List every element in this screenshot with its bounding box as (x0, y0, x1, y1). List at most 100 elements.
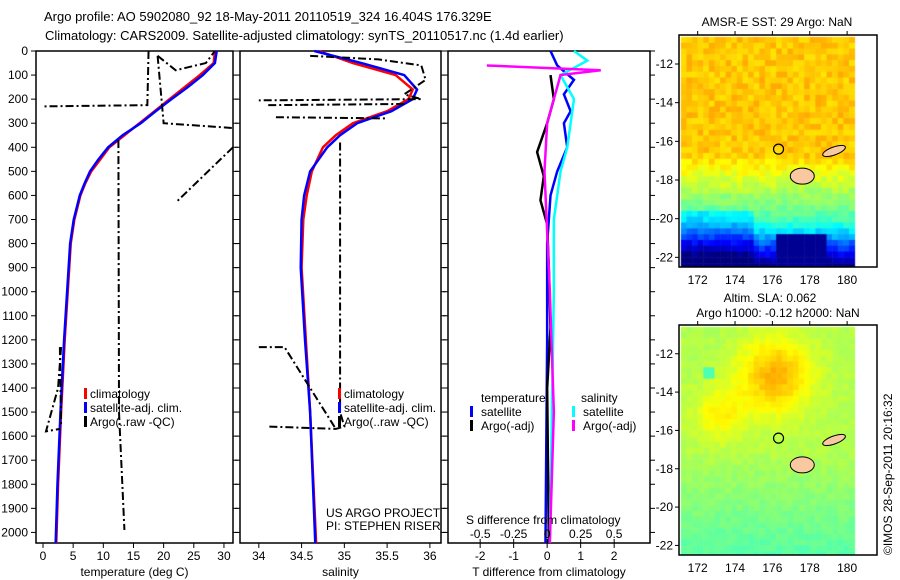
x2-axis-label: S difference from climatology (466, 513, 621, 527)
x-axis-label: T difference from climatology (472, 565, 626, 579)
series-line-satellite-adj-clim- (54, 50, 218, 544)
y-tick-label: 2000 (1, 525, 28, 539)
plot-frame (239, 50, 442, 544)
series-line-climatology (300, 49, 415, 544)
series-line-argo-raw-qc- (117, 140, 126, 531)
legend-swatch (338, 416, 341, 427)
plot-frame (447, 50, 651, 544)
legend-label: Argo(-adj) (481, 419, 534, 433)
x-axis-label: temperature (deg C) (80, 565, 188, 579)
legend-label: climatology (90, 387, 150, 401)
x-tick-label: 34 (252, 549, 266, 563)
series-line-argo-raw-qc- (267, 142, 346, 430)
y-tick-label: 600 (8, 188, 28, 202)
series-line-argo-raw-qc- (44, 346, 63, 433)
series-line-s-satellite (548, 49, 590, 544)
panel-temperature: 0 5 10 15 20 25 30 temperature (deg C) 0 100 200 30… (1, 44, 238, 579)
legend-swatch (338, 402, 341, 413)
x2-tick-label: -0.5 (470, 527, 491, 541)
series-line-argo-raw-qc- (175, 146, 234, 204)
credit-pi: PI: STEPHEN RISER (326, 519, 441, 533)
legend-swatch (572, 420, 575, 431)
y-tick-label: 300 (8, 116, 28, 130)
legend-label: Argo(..raw -QC) (344, 415, 429, 429)
legend-label: satellite (481, 405, 522, 419)
y-tick-label: 400 (8, 140, 28, 154)
y-tick-label: 1600 (1, 429, 28, 443)
x-tick-label: -1 (508, 549, 519, 563)
y-tick-label: 700 (8, 212, 28, 226)
legend-label: Argo(-adj) (583, 419, 636, 433)
series-line-argo-raw-qc- (42, 50, 150, 108)
y-tick-label: 1100 (2, 309, 28, 323)
series-line-climatology (55, 50, 217, 544)
series-line-s-argo-adj- (486, 64, 601, 544)
x-tick-label: 20 (157, 549, 171, 563)
plot-frame (35, 50, 234, 544)
x-tick-label: 5 (70, 549, 77, 563)
x-tick-label: 36 (423, 549, 437, 563)
legend-label: climatology (344, 387, 404, 401)
legend-swatch (338, 388, 341, 399)
x-tick-label: 30 (217, 549, 231, 563)
series-line-argo-raw-qc- (275, 116, 388, 120)
sla-map-image (679, 325, 877, 555)
legend-swatch (84, 402, 87, 413)
x-tick-label: 15 (127, 549, 141, 563)
x2-tick-label: 0.5 (606, 527, 623, 541)
legend-label: satellite (583, 405, 624, 419)
x-tick-label: 10 (97, 549, 111, 563)
x-tick-label: 35 (338, 549, 352, 563)
y-tick-label: 500 (8, 164, 28, 178)
credit-project: US ARGO PROJECT (326, 506, 441, 520)
series-line-argo-raw-qc- (258, 54, 427, 102)
legend-label: satellite-adj. clim. (344, 401, 436, 415)
series-line-argo-raw-qc- (156, 55, 234, 130)
y-tick-label: 1800 (1, 477, 28, 491)
legend-title-temperature: temperature (481, 391, 546, 405)
y-tick-label: 1900 (1, 501, 28, 515)
legend-swatch (470, 406, 473, 417)
series-line-argo-raw-qc- (258, 346, 337, 430)
panel-salinity: 34 34.5 35 35.5 36 salinity climatologysatelli… (235, 49, 446, 579)
x-tick-label: 2 (611, 549, 618, 563)
x-tick-label: -2 (475, 549, 486, 563)
legend-label: satellite-adj. clim. (90, 401, 182, 415)
y-tick-label: 1300 (1, 357, 28, 371)
legend-swatch (84, 388, 87, 399)
y-tick-label: 0 (21, 44, 28, 58)
x2-tick-label: -0.25 (500, 527, 528, 541)
x-tick-label: 34.5 (290, 549, 314, 563)
x-tick-label: 35.5 (375, 549, 399, 563)
legend-label: Argo(..raw -QC) (90, 415, 175, 429)
y-tick-label: 900 (8, 261, 28, 275)
x-tick-label: 0 (544, 549, 551, 563)
legend-title-salinity: salinity (581, 391, 618, 405)
title-line-2: Climatology: CARS2009. Satellite-adjuste… (45, 28, 564, 43)
series-line-argo-raw-qc- (156, 50, 216, 72)
y-tick-label: 1500 (1, 405, 28, 419)
x-axis-label: salinity (322, 565, 359, 579)
series-line-satellite-adj-clim- (299, 49, 419, 544)
y-tick-label: 200 (8, 92, 28, 106)
series-line-argo-raw-qc- (58, 347, 63, 427)
y-tick-label: 1200 (1, 333, 28, 347)
x-tick-label: 0 (40, 549, 47, 563)
y-tick-label: 100 (8, 68, 28, 82)
x-tick-label: 1 (577, 549, 584, 563)
legend-swatch (572, 406, 575, 417)
x2-tick-label: 0.25 (569, 527, 593, 541)
legend-swatch (84, 416, 87, 427)
y-tick-label: 1400 (1, 381, 28, 395)
title-line-1: Argo profile: AO 5902080_92 18-May-2011 … (44, 9, 492, 24)
y-tick-label: 1700 (1, 453, 28, 467)
series-line-argo-raw-qc- (267, 102, 405, 107)
copyright-stamp: ©IMOS 28-Sep-2011 20:16:32 (881, 393, 895, 555)
x2-tick-label: 0 (544, 527, 551, 541)
x-tick-label: 25 (187, 549, 201, 563)
y-tick-label: 800 (8, 237, 28, 251)
panel-difference: -2 -1 0 1 2 T difference from climatology temp… (443, 49, 655, 579)
sst-map-image (679, 35, 877, 267)
y-tick-label: 1000 (1, 285, 28, 299)
